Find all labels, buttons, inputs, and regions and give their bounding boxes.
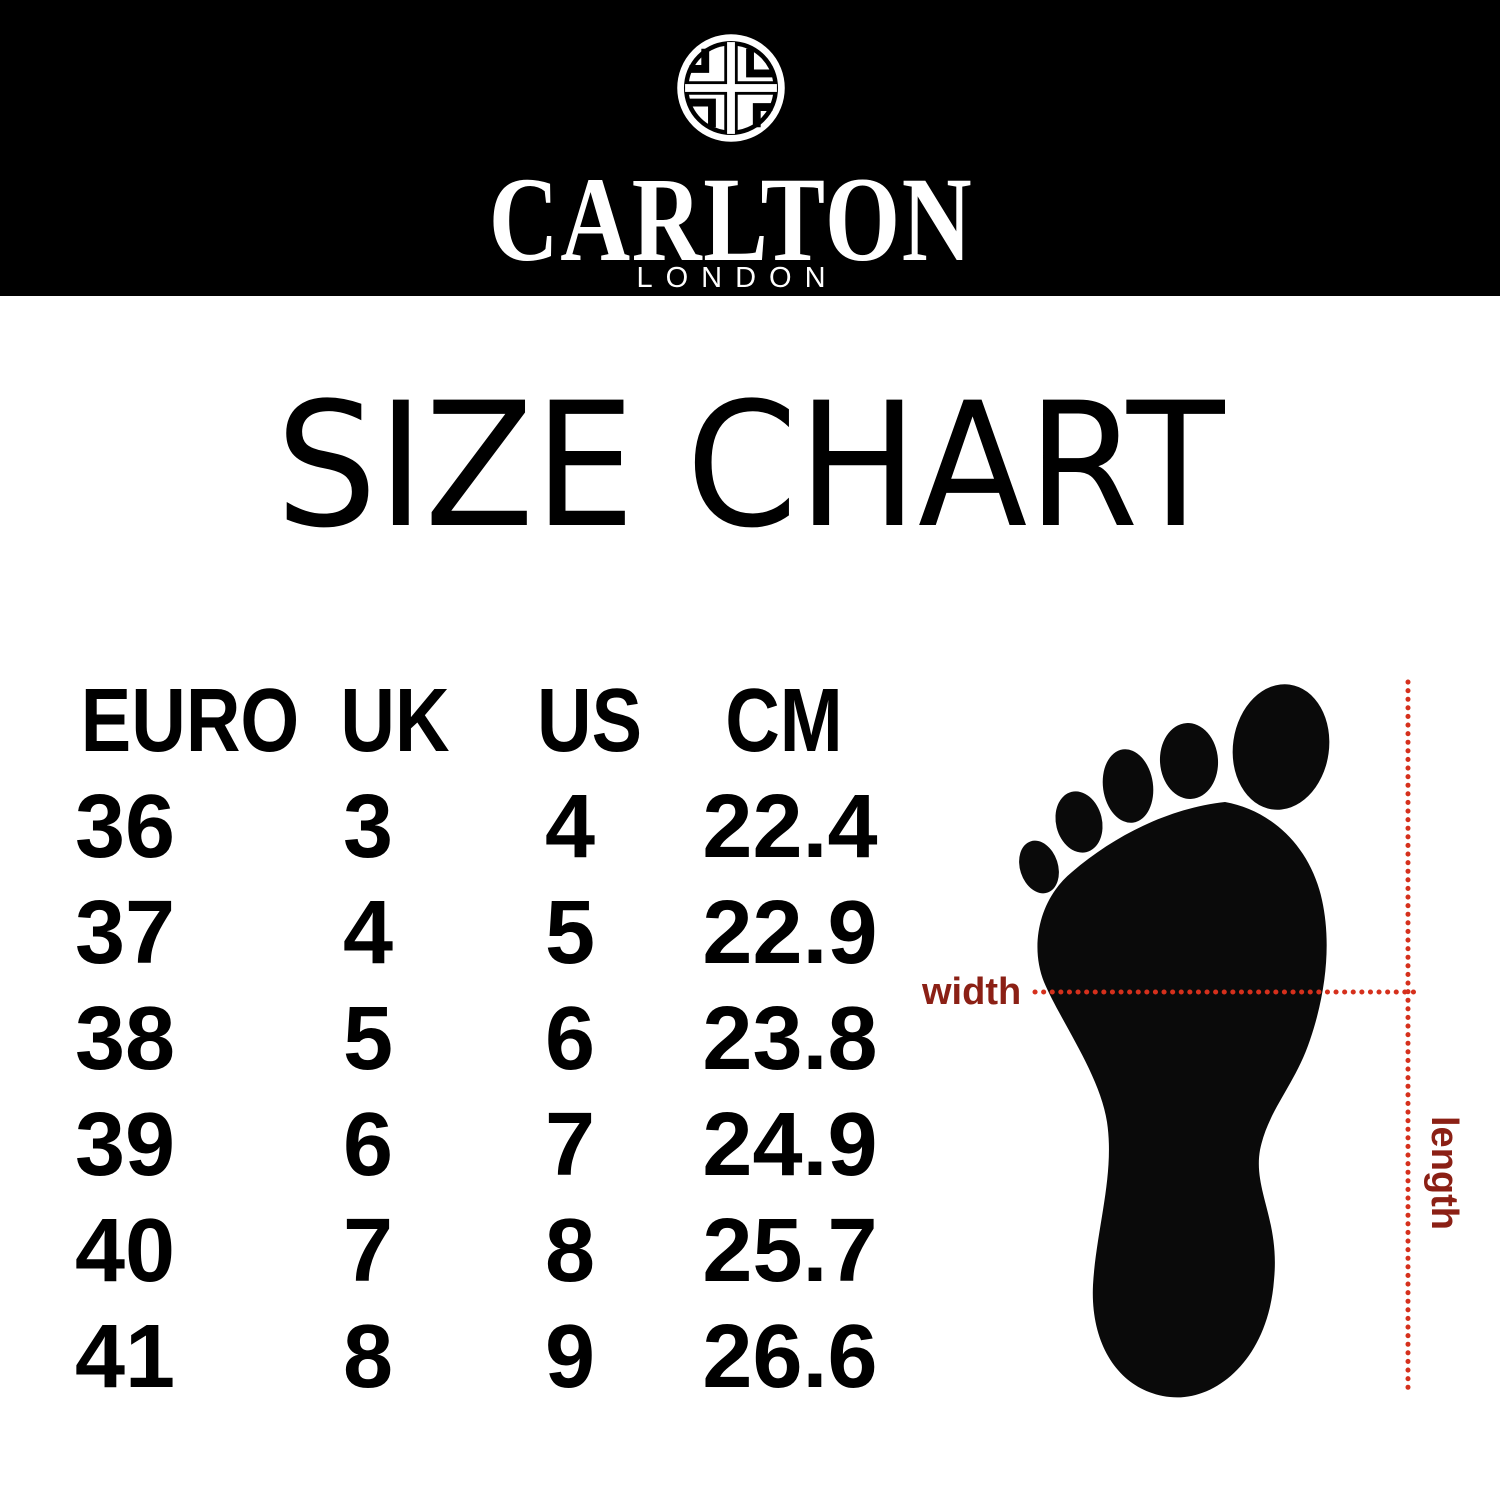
size-cell: 41 <box>75 1307 176 1407</box>
brand-header: CARLTON LONDON <box>0 0 1500 296</box>
size-cell: 9 <box>544 1307 596 1407</box>
size-cell: 8 <box>342 1307 394 1407</box>
little-toe-shape <box>1019 840 1059 894</box>
col-header-euro: EURO <box>80 671 300 771</box>
brand-name: CARLTON <box>488 153 974 287</box>
col-header-uk: UK <box>340 671 450 771</box>
toe-shape <box>1159 723 1219 799</box>
size-cell: 6 <box>342 1095 394 1195</box>
page-title: SIZE CHART <box>275 365 1225 566</box>
size-cell: 37 <box>75 883 176 983</box>
foot-sole-shape <box>1037 802 1327 1398</box>
size-cell: 7 <box>544 1095 596 1195</box>
carlton-logo-icon <box>677 34 785 142</box>
toe-shape <box>1055 791 1103 853</box>
toe-shape <box>1102 749 1154 823</box>
size-cell: 22.4 <box>702 777 878 877</box>
size-cell: 36 <box>75 777 176 877</box>
size-cell: 4 <box>342 883 394 983</box>
size-cell: 7 <box>342 1201 394 1301</box>
length-label: length <box>1423 1116 1465 1230</box>
big-toe-shape <box>1232 684 1330 810</box>
size-cell: 5 <box>342 989 394 1089</box>
size-cell: 4 <box>544 777 596 877</box>
size-cell: 6 <box>544 989 596 1089</box>
size-cell: 25.7 <box>702 1201 878 1301</box>
size-cell: 26.6 <box>702 1307 878 1407</box>
size-cell: 38 <box>75 989 176 1089</box>
size-cell: 24.9 <box>702 1095 878 1195</box>
footprint-graphic <box>1019 679 1417 1398</box>
size-cell: 3 <box>342 777 394 877</box>
size-cell: 40 <box>75 1201 176 1301</box>
col-header-us: US <box>537 671 643 771</box>
width-label: width <box>922 971 1022 1013</box>
size-cell: 5 <box>544 883 596 983</box>
size-chart-table: EURO UK US CM 36 3 4 22.4 37 4 5 22.9 38… <box>60 668 930 1410</box>
col-header-cm: CM <box>725 671 843 771</box>
size-cell: 8 <box>544 1201 596 1301</box>
size-cell: 23.8 <box>702 989 878 1089</box>
size-cell: 22.9 <box>702 883 878 983</box>
size-cell: 39 <box>75 1095 176 1195</box>
brand-city-label: LONDON <box>636 262 839 294</box>
